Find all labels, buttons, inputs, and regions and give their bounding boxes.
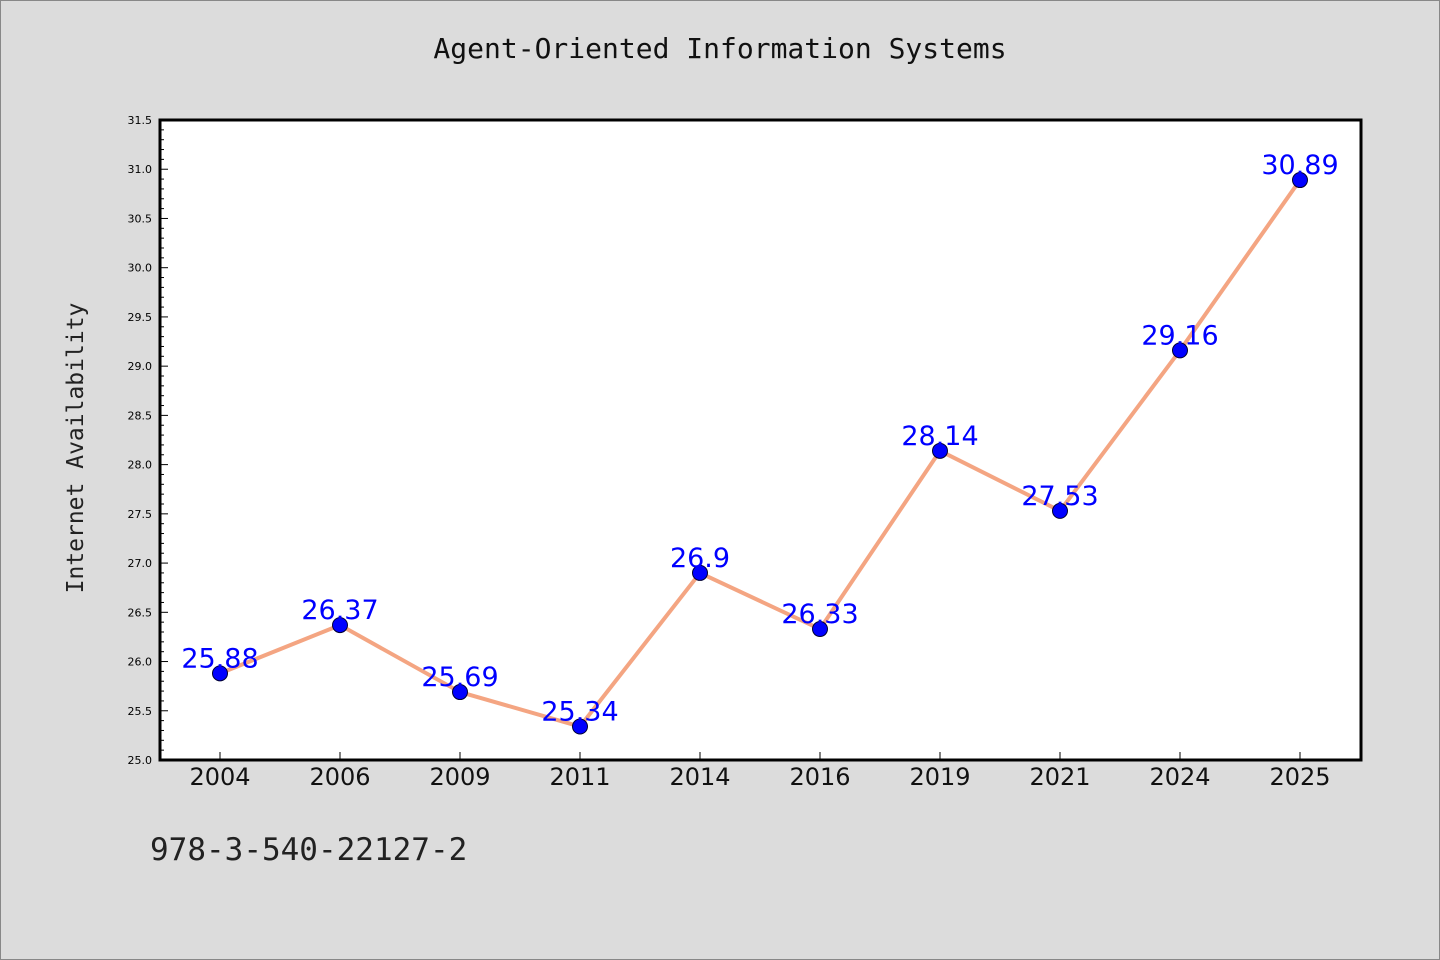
y-tick-label: 28.0 <box>128 459 153 472</box>
data-label: 26.9 <box>670 543 730 574</box>
y-tick-label: 31.0 <box>128 163 153 176</box>
data-point <box>1292 172 1308 189</box>
y-tick-label: 29.0 <box>128 360 153 373</box>
x-tick-label: 2021 <box>1029 763 1090 791</box>
x-tick-label: 2016 <box>789 763 850 791</box>
data-point <box>332 617 348 634</box>
plot-area <box>160 120 1361 760</box>
data-point <box>1052 502 1068 519</box>
y-tick-label: 27.0 <box>128 557 153 570</box>
chart-title: Agent-Oriented Information Systems <box>433 32 1007 65</box>
data-label: 25.88 <box>181 643 258 674</box>
data-point <box>212 665 228 682</box>
footnote-isbn: 978-3-540-22127-2 <box>150 832 468 868</box>
x-tick-label: 2024 <box>1149 763 1210 791</box>
data-label: 26.33 <box>781 599 858 630</box>
data-point <box>452 684 468 701</box>
data-label: 29.16 <box>1141 320 1218 351</box>
data-label: 25.34 <box>541 697 618 728</box>
y-tick-label: 28.5 <box>128 409 153 422</box>
plot-border <box>158 118 1363 762</box>
y-tick-label: 30.5 <box>128 212 153 225</box>
y-tick-label: 31.5 <box>128 114 153 127</box>
y-tick-label: 26.0 <box>128 656 153 669</box>
x-tick-label: 2004 <box>189 763 250 791</box>
x-tick-label: 2006 <box>309 763 370 791</box>
y-tick-label: 25.5 <box>128 705 153 718</box>
data-label: 30.89 <box>1261 150 1338 181</box>
x-tick-label: 2025 <box>1269 763 1330 791</box>
data-point <box>692 564 708 581</box>
y-tick-label: 27.5 <box>128 508 153 521</box>
data-label: 27.53 <box>1021 481 1098 512</box>
y-tick-label: 26.5 <box>128 606 153 619</box>
data-label: 26.37 <box>301 595 378 626</box>
y-tick-label: 25.0 <box>128 754 153 767</box>
data-point <box>812 621 828 638</box>
y-tick-label: 29.5 <box>128 311 153 324</box>
series-line <box>219 178 1302 729</box>
x-tick-label: 2019 <box>909 763 970 791</box>
data-label: 28.14 <box>901 421 978 452</box>
x-tick-label: 2011 <box>549 763 610 791</box>
x-tick-label: 2014 <box>669 763 730 791</box>
data-label: 25.69 <box>421 662 498 693</box>
data-point <box>1172 342 1188 359</box>
data-point <box>572 718 588 735</box>
x-tick-label: 2009 <box>429 763 490 791</box>
y-tick-label: 30.0 <box>128 262 153 275</box>
data-point <box>932 442 948 459</box>
